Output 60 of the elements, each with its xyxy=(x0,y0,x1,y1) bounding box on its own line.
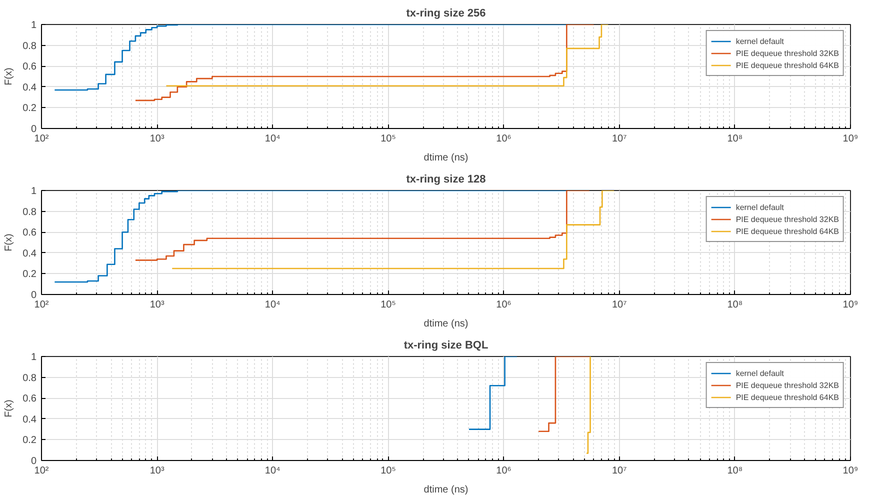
y-axis-title: F(x) xyxy=(4,400,15,418)
y-tick-label: 0.8 xyxy=(22,40,37,52)
y-tick-label: 1 xyxy=(30,352,37,363)
y-tick-label: 0.2 xyxy=(22,435,37,446)
chart-title: tx-ring size BQL xyxy=(404,340,488,352)
x-tick-label: 10⁵ xyxy=(380,300,396,310)
x-tick-label: 10⁸ xyxy=(727,466,743,476)
x-tick-label: 10³ xyxy=(150,466,165,476)
x-tick-label: 10⁸ xyxy=(727,300,743,310)
legend-label: PIE dequeue threshold 64KB xyxy=(736,392,839,403)
y-tick-label: 0.8 xyxy=(22,372,37,384)
chart-title: tx-ring size 256 xyxy=(406,8,486,20)
legend-label: PIE dequeue threshold 32KB xyxy=(736,214,839,225)
y-tick-label: 1 xyxy=(30,20,37,31)
y-tick-label: 0.4 xyxy=(22,248,37,260)
legend-label: PIE dequeue threshold 32KB xyxy=(736,48,839,59)
chart-title: tx-ring size 128 xyxy=(406,174,486,186)
legend-label: PIE dequeue threshold 32KB xyxy=(736,380,839,391)
y-tick-label: 0.4 xyxy=(22,82,37,94)
x-tick-label: 10⁶ xyxy=(496,466,512,476)
y-tick-label: 0.4 xyxy=(22,414,37,426)
y-tick-label: 0.8 xyxy=(22,206,37,218)
y-tick-label: 0.6 xyxy=(22,62,37,73)
x-tick-label: 10³ xyxy=(150,300,165,310)
legend-label: kernel default xyxy=(736,202,784,213)
legend-label: kernel default xyxy=(736,36,784,47)
x-tick-label: 10⁵ xyxy=(380,134,396,144)
x-axis-title: dtime (ns) xyxy=(424,152,468,164)
x-tick-label: 10⁷ xyxy=(612,466,628,476)
y-tick-label: 0 xyxy=(30,124,37,135)
x-tick-label: 10⁵ xyxy=(380,466,396,476)
x-tick-label: 10⁹ xyxy=(842,134,858,144)
y-tick-label: 0 xyxy=(30,290,37,301)
y-tick-label: 0.6 xyxy=(22,228,37,239)
y-axis-title: F(x) xyxy=(4,234,15,252)
x-tick-label: 10⁴ xyxy=(264,300,280,310)
y-tick-label: 1 xyxy=(30,186,37,197)
x-tick-label: 10⁴ xyxy=(264,466,280,476)
x-tick-label: 10⁹ xyxy=(842,300,858,310)
x-axis-title: dtime (ns) xyxy=(424,484,468,496)
x-tick-label: 10² xyxy=(34,300,50,310)
x-tick-label: 10⁷ xyxy=(612,134,628,144)
y-tick-label: 0 xyxy=(30,456,37,467)
x-tick-label: 10² xyxy=(34,134,50,144)
x-tick-label: 10⁴ xyxy=(264,134,280,144)
x-tick-label: 10³ xyxy=(150,134,165,144)
legend-label: PIE dequeue threshold 64KB xyxy=(736,226,839,237)
y-tick-label: 0.2 xyxy=(22,103,37,114)
x-tick-label: 10⁹ xyxy=(842,466,858,476)
y-axis-title: F(x) xyxy=(4,68,15,86)
x-axis-title: dtime (ns) xyxy=(424,318,468,330)
x-tick-label: 10⁶ xyxy=(496,134,512,144)
legend-label: PIE dequeue threshold 64KB xyxy=(736,60,839,71)
x-tick-label: 10⁷ xyxy=(612,300,628,310)
legend-label: kernel default xyxy=(736,368,784,379)
x-tick-label: 10² xyxy=(34,466,50,476)
y-tick-label: 0.2 xyxy=(22,269,37,280)
x-tick-label: 10⁶ xyxy=(496,300,512,310)
x-tick-label: 10⁸ xyxy=(727,134,743,144)
y-tick-label: 0.6 xyxy=(22,394,37,405)
